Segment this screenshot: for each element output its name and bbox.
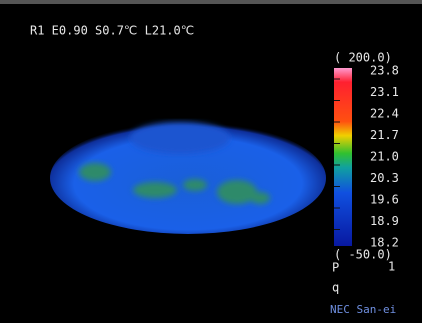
brand: NEC San-ei: [330, 303, 396, 316]
marker-alt: q: [332, 281, 339, 295]
scale-label: 22.4: [370, 107, 399, 121]
scale-label: 23.1: [370, 85, 399, 99]
object-top: [130, 122, 230, 154]
marker-label: P: [332, 261, 339, 275]
top-border: [0, 0, 422, 4]
scale-label: 21.0: [370, 150, 399, 164]
scale-label: 21.7: [370, 128, 399, 142]
thermal-object: [50, 122, 326, 234]
scale-label: 19.6: [370, 193, 399, 207]
marker-value: 1: [388, 260, 395, 274]
scale-label: 18.9: [370, 214, 399, 228]
color-scale-bar: [334, 68, 352, 246]
scale-label: 20.3: [370, 171, 399, 185]
scale-bottom-range: ( -50.0): [334, 248, 392, 262]
scale-label: 23.8: [370, 64, 399, 78]
thermal-screen: R1 E0.90 S0.7℃ L21.0℃ 23.8 23.1 22.4 21.7 21…: [0, 0, 422, 323]
scale-top-range: ( 200.0): [334, 51, 392, 65]
header-readout: R1 E0.90 S0.7℃ L21.0℃: [30, 24, 194, 38]
